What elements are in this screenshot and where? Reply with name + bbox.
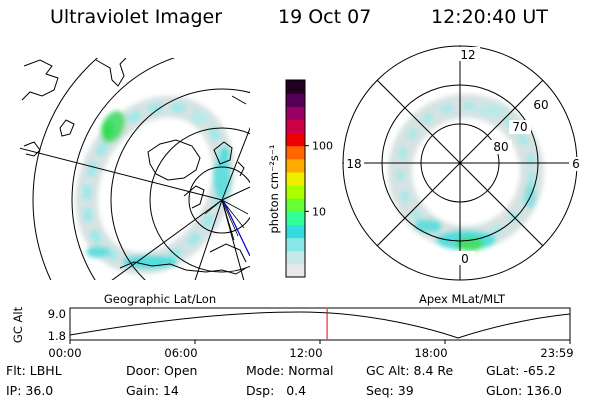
colorbar-tick-label: 100: [312, 140, 333, 153]
colorbar-cell: [286, 211, 305, 226]
colorbar-cell: [286, 263, 305, 278]
apex-mlt-spokes: [343, 46, 577, 280]
info-dsp: Dsp: 0.4: [246, 383, 307, 398]
info-glon: GLon: 136.0: [486, 383, 562, 398]
info-gain: Gain: 14: [126, 383, 179, 398]
mlat-label-70: 70: [512, 120, 527, 134]
mlt-label-6: 6: [572, 157, 580, 171]
sun-direction-line: [223, 201, 250, 257]
colorbar-unit-label: photon cm⁻²s⁻¹: [267, 145, 281, 234]
info-door: Door: Open: [126, 363, 198, 378]
colorbar-cell: [286, 250, 305, 265]
info-gc-alt: GC Alt: 8.4 Re: [366, 363, 454, 378]
apex-panel-label: Apex MLat/MLT: [419, 292, 506, 306]
colorbar-cell: [286, 171, 305, 186]
geographic-map: [20, 58, 250, 280]
colorbar-cell: [286, 185, 305, 199]
colorbar-cell: [286, 158, 305, 173]
info-ip: IP: 36.0: [6, 383, 54, 398]
instrument-title: Ultraviolet Imager: [50, 6, 223, 28]
altitude-xtick-label: 00:00: [48, 346, 81, 360]
info-mode: Mode: Normal: [246, 363, 334, 378]
colorbar-cell: [286, 198, 305, 212]
coastlines: [21, 58, 247, 275]
mlt-label-12: 12: [460, 48, 475, 62]
colorbar-cell: [286, 224, 305, 239]
colorbar-gradient: [286, 80, 305, 278]
altitude-xtick-label: 23:59: [540, 346, 573, 360]
info-flt: Flt: LBHL: [6, 363, 62, 378]
mlt-label-18: 18: [346, 157, 361, 171]
colorbar-cell: [286, 237, 305, 252]
altitude-xticks: 00:00 06:00 12:00 18:00 23:59: [48, 340, 574, 360]
colorbar-tick-label: 10: [312, 205, 326, 218]
colorbar-cell: [286, 145, 305, 160]
geo-meridians: [20, 126, 250, 280]
altitude-xtick-label: 06:00: [164, 346, 197, 360]
altitude-plot: GC Alt 9.0 1.8 00:00 06:00 12:00 18:00 23:59: [11, 306, 574, 360]
geo-panel-label: Geographic Lat/Lon: [104, 292, 216, 306]
observation-time: 12:20:40 UT: [431, 6, 548, 28]
info-glat: GLat: -65.2: [486, 363, 556, 378]
info-seq: Seq: 39: [366, 383, 414, 398]
altitude-xtick-label: 18:00: [414, 346, 447, 360]
altitude-xtick-label: 12:00: [289, 346, 322, 360]
altitude-ytick-low: 1.8: [48, 329, 66, 343]
observation-date: 19 Oct 07: [278, 6, 372, 28]
geo-latitude-circles: [32, 58, 250, 280]
apex-aurora-emission: [388, 94, 544, 251]
mlat-label-60: 60: [533, 98, 548, 112]
colorbar-cell: [286, 119, 305, 134]
mlat-label-80: 80: [493, 140, 508, 154]
colorbar-cell: [286, 80, 305, 94]
altitude-ytick-high: 9.0: [48, 307, 66, 321]
altitude-curve: [69, 311, 571, 339]
colorbar-cell: [286, 132, 305, 147]
geo-aurora-emission: [75, 95, 235, 275]
colorbar-cell: [286, 93, 305, 107]
apex-polar-plot: 12 0 18 6 60 70 80: [342, 45, 583, 281]
colorbar-cell: [286, 106, 305, 120]
colorbar: 100 10 photon cm⁻²s⁻¹: [267, 79, 333, 278]
mlt-label-0: 0: [461, 252, 469, 266]
colorbar-ticks: 100 10: [305, 140, 333, 218]
altitude-ylabel: GC Alt: [11, 306, 25, 343]
colorbar-frame: [285, 79, 306, 278]
